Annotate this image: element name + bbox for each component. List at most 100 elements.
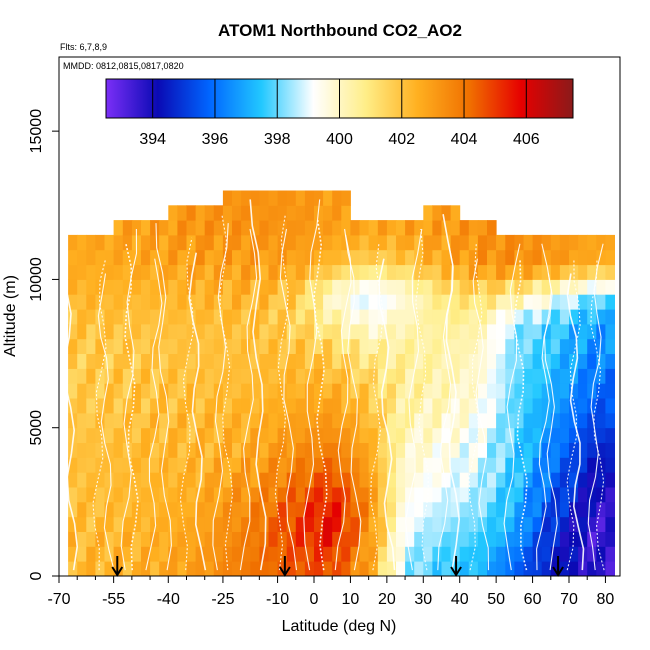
heatmap-cell (350, 531, 360, 547)
heatmap-cell (514, 427, 524, 443)
heatmap-cell (377, 442, 388, 458)
heatmap-cell (596, 412, 606, 429)
heatmap-cell (150, 472, 160, 488)
heatmap-cell (541, 487, 552, 503)
heatmap-cell (359, 220, 370, 236)
heatmap-cell (459, 323, 470, 340)
heatmap-cell (86, 442, 96, 458)
heatmap-cell (314, 516, 324, 532)
heatmap-cell (578, 249, 588, 266)
heatmap-cell (368, 531, 379, 547)
heatmap-cell (177, 457, 187, 473)
heatmap-cell (86, 249, 96, 266)
heatmap-cell (177, 383, 187, 399)
heatmap-cell (477, 323, 488, 340)
heatmap-cell (204, 279, 215, 295)
heatmap-cell (86, 531, 96, 547)
heatmap-cell (77, 338, 87, 354)
heatmap-cell (295, 472, 306, 488)
heatmap-cell (250, 323, 260, 340)
flight-profile-line (212, 223, 229, 571)
heatmap-cell (405, 442, 415, 458)
heatmap-cell (441, 546, 452, 562)
heatmap-cell (386, 249, 397, 266)
heatmap-cell (487, 487, 497, 503)
heatmap-cell (605, 323, 615, 340)
heatmap-cell (304, 412, 315, 429)
heatmap-cell (177, 398, 187, 414)
heatmap-cell (386, 487, 397, 503)
heatmap-cell (204, 561, 215, 576)
heatmap-cell (359, 249, 370, 266)
heatmap-cell (377, 234, 388, 251)
heatmap-cell (286, 487, 297, 503)
heatmap-cell (232, 249, 242, 266)
heatmap-cell (222, 338, 233, 354)
heatmap-cell (514, 234, 524, 251)
heatmap-cell (186, 309, 197, 325)
heatmap-cell (605, 442, 615, 458)
profile-arrow-head (450, 566, 462, 577)
heatmap-cell (86, 383, 96, 399)
heatmap-cell (386, 457, 397, 473)
heatmap-cell (432, 309, 442, 325)
heatmap-cell (213, 398, 224, 414)
heatmap-cell (314, 368, 324, 384)
heatmap-cell (578, 501, 588, 518)
heatmap-cell (277, 294, 288, 310)
heatmap-cell (95, 264, 105, 280)
heatmap-cell (295, 501, 306, 518)
heatmap-cell (314, 249, 324, 266)
heatmap-cell (159, 546, 169, 562)
heatmap-cell (368, 220, 379, 236)
heatmap-cell (77, 457, 87, 473)
heatmap-cell (432, 205, 442, 221)
heatmap-cell (150, 442, 160, 458)
heatmap-cell (122, 546, 133, 562)
heatmap-cell (286, 561, 297, 576)
heatmap-cell (68, 338, 78, 354)
heatmap-cell (587, 487, 597, 503)
heatmap-cell (168, 368, 178, 384)
heatmap-cell (587, 472, 597, 488)
heatmap-cell (177, 338, 187, 354)
heatmap-cell (323, 220, 333, 236)
heatmap-cell (122, 309, 133, 325)
heatmap-cell (569, 323, 579, 340)
heatmap-cell (550, 427, 561, 443)
heatmap-cell (368, 501, 379, 518)
heatmap-cell (332, 516, 342, 532)
heatmap-cell (423, 205, 433, 221)
heatmap-cell (587, 412, 597, 429)
heatmap-cell (304, 457, 315, 473)
heatmap-cell (104, 279, 115, 295)
heatmap-cell (195, 264, 206, 280)
heatmap-cell (314, 546, 324, 562)
heatmap-cell (286, 234, 297, 251)
heatmap-cell (286, 309, 297, 325)
heatmap-cell (505, 338, 515, 354)
heatmap-cell (295, 442, 306, 458)
heatmap-cell (304, 234, 315, 251)
heatmap-cell (477, 487, 488, 503)
heatmap-cell (259, 279, 269, 295)
heatmap-cell (505, 487, 515, 503)
heatmap-cell (487, 561, 497, 576)
heatmap-cell (450, 279, 461, 295)
heatmap-cell (77, 442, 87, 458)
heatmap-cell (423, 249, 433, 266)
heatmap-cell (532, 383, 543, 399)
heatmap-cell (168, 442, 178, 458)
heatmap-cell (587, 279, 597, 295)
heatmap-cell (350, 501, 360, 518)
heatmap-cell (423, 264, 433, 280)
heatmap-cell (314, 383, 324, 399)
heatmap-cell (468, 353, 479, 369)
heatmap-cell (186, 323, 197, 340)
heatmap-cell (468, 323, 479, 340)
heatmap-cell (68, 398, 78, 414)
heatmap-cell (304, 442, 315, 458)
heatmap-cell (550, 457, 561, 473)
heatmap-cell (332, 398, 342, 414)
heatmap-cell (541, 501, 552, 518)
